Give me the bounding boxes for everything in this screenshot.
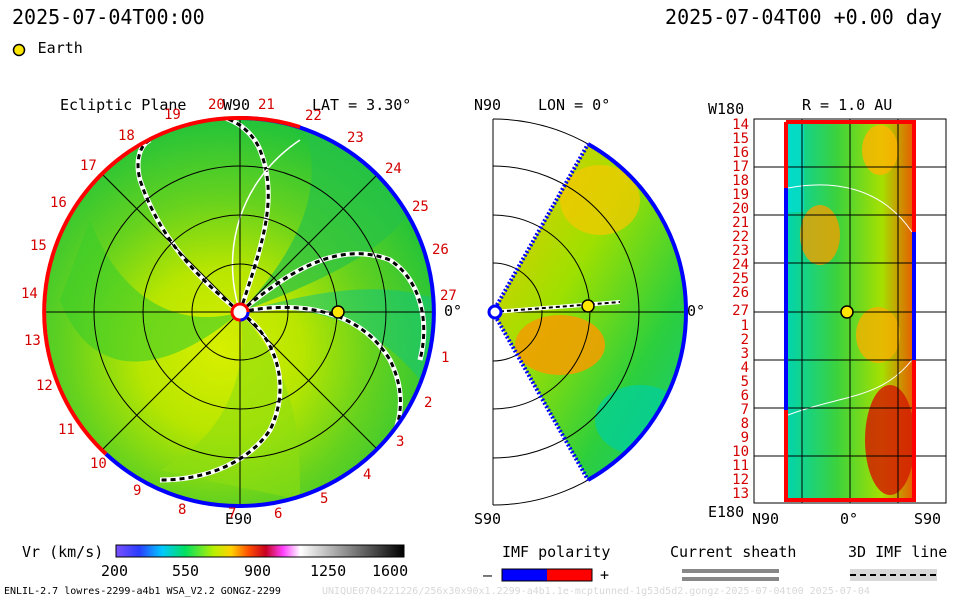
- imf-minus-sign: –: [483, 566, 493, 584]
- sun-icon: [487, 304, 503, 320]
- surface-bottom-left-label: E180: [708, 503, 745, 521]
- colorbar-label: Vr (km/s): [22, 543, 104, 561]
- imf-plus-sign: +: [600, 566, 610, 584]
- earth-legend: Earth: [12, 38, 83, 57]
- imf-polarity-label: IMF polarity: [502, 543, 611, 561]
- ecliptic-bottom-label: E90: [225, 510, 253, 528]
- velocity-colorbar: [115, 544, 405, 558]
- earth-marker-icon: [840, 305, 854, 319]
- surface-x-label-n90: N90: [752, 510, 780, 528]
- imf-positive-swatch: [547, 569, 592, 581]
- ecliptic-title: Ecliptic Plane: [60, 96, 187, 114]
- meridional-lon-label: LON = 0°: [538, 96, 611, 114]
- earth-marker-icon: [581, 299, 595, 313]
- imf-line-label: 3D IMF line: [848, 543, 948, 561]
- meridional-bottom-label: S90: [474, 510, 502, 528]
- colorbar-tick-1600: 1600: [372, 562, 409, 580]
- ecliptic-right-label: 0°: [444, 302, 463, 320]
- earth-marker-icon: [12, 43, 26, 56]
- earth-legend-label: Earth: [37, 39, 83, 57]
- run-id: UNIQUE0704221226/256x30x90x1.2299-a4b1.1…: [322, 586, 870, 597]
- header-right-time: 2025-07-04T00 +0.00 day: [665, 5, 942, 29]
- meridional-right-label: 0°: [687, 302, 706, 320]
- colorbar-tick-550: 550: [172, 562, 200, 580]
- surface-map-plot: [753, 118, 947, 504]
- colorbar-tick-900: 900: [244, 562, 272, 580]
- earth-marker-icon: [331, 305, 345, 319]
- ecliptic-plane-plot: [42, 115, 436, 509]
- header-left-time: 2025-07-04T00:00: [12, 5, 205, 29]
- surface-top-left-label: W180: [708, 100, 745, 118]
- meridional-plane-plot: [487, 118, 688, 506]
- colorbar-tick-200: 200: [101, 562, 129, 580]
- ecliptic-lat-label: LAT = 3.30°: [312, 96, 412, 114]
- current-sheath-label: Current sheath: [670, 543, 797, 561]
- ecliptic-top-label: W90: [223, 96, 251, 114]
- colorbar-tick-1250: 1250: [310, 562, 347, 580]
- meridional-top-label: N90: [474, 96, 502, 114]
- model-info: ENLIL-2.7 lowres-2299-a4b1 WSA_V2.2 GONG…: [4, 586, 281, 597]
- surface-r-label: R = 1.0 AU: [802, 96, 893, 114]
- surface-x-label-s90: S90: [914, 510, 942, 528]
- current-sheath-swatch: [682, 569, 779, 581]
- imf-line-swatch: [850, 569, 937, 581]
- imf-negative-swatch: [502, 569, 547, 581]
- surface-x-label-0: 0°: [840, 510, 859, 528]
